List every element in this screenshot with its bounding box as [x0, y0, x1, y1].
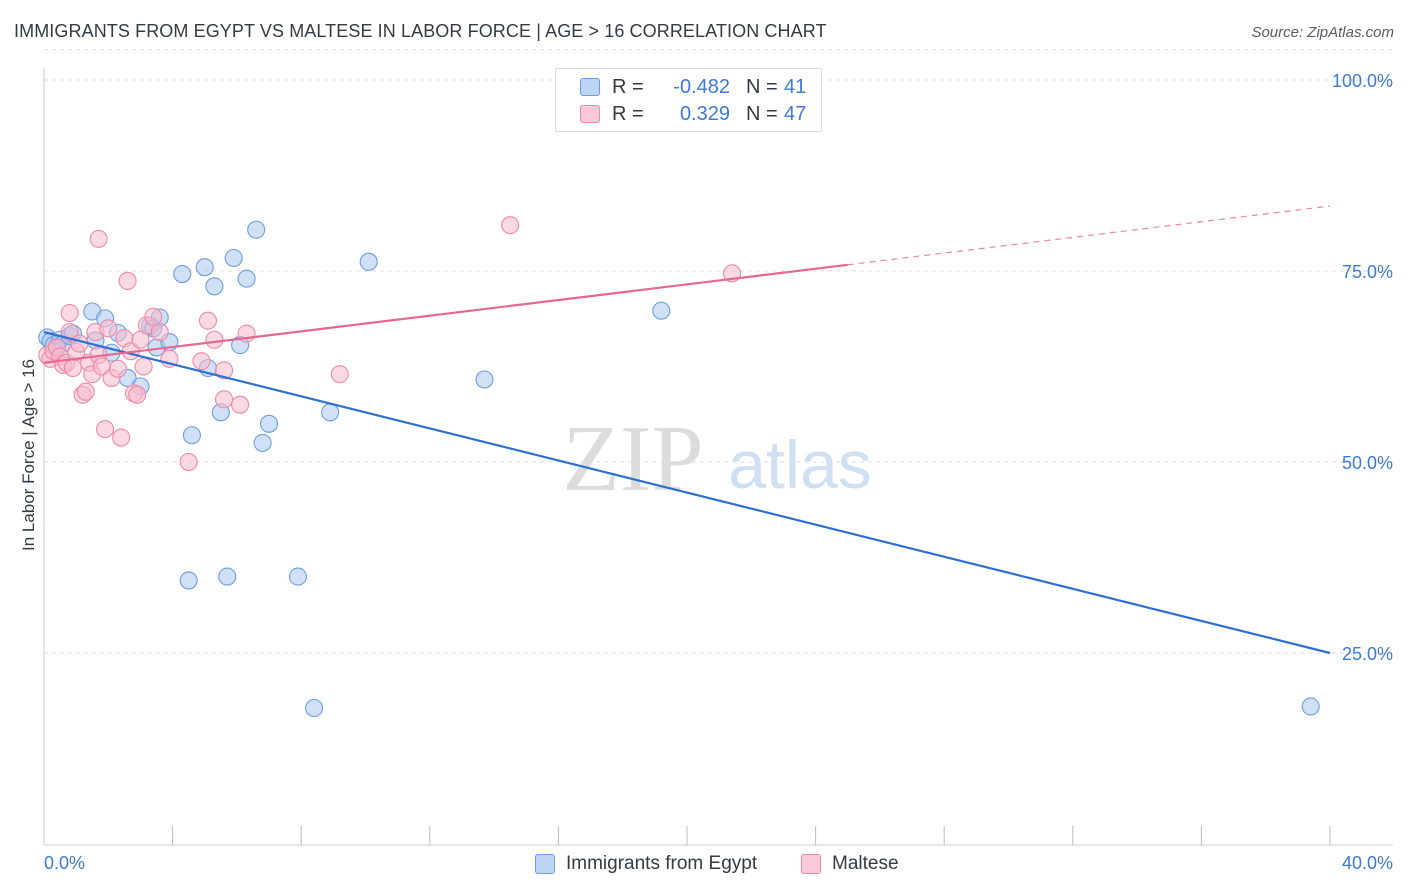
maltese-point	[144, 307, 163, 326]
maltese-point	[192, 352, 211, 371]
egypt-point	[1301, 697, 1320, 716]
legend-item-maltese[interactable]: Maltese	[801, 852, 899, 876]
egypt-point	[305, 698, 324, 718]
egypt-swatch	[580, 78, 600, 96]
maltese-point	[205, 330, 224, 349]
egypt-point	[182, 426, 201, 445]
egypt-point	[237, 269, 256, 288]
maltese-trend-line	[43, 263, 848, 364]
watermark-zip: ZIP	[563, 407, 704, 511]
egypt-point	[218, 567, 237, 586]
maltese-swatch	[580, 105, 600, 123]
legend-row-maltese: R = 0.329 N = 47	[580, 102, 806, 126]
egypt-point	[224, 248, 243, 268]
n-value: 47	[784, 102, 807, 125]
egypt-point	[359, 252, 378, 271]
maltese-point	[330, 365, 349, 384]
maltese-legend-label: Maltese	[832, 853, 899, 874]
egypt-point	[475, 370, 494, 389]
egypt-point	[652, 301, 671, 320]
egypt-point	[205, 277, 224, 296]
maltese-legend-swatch	[801, 854, 821, 874]
egypt-point	[321, 403, 340, 422]
maltese-point	[76, 382, 95, 401]
n-label: N =	[746, 75, 778, 98]
x-tick-label: 0.0%	[44, 853, 85, 873]
legend-item-egypt[interactable]: Immigrants from Egypt	[535, 852, 757, 876]
maltese-point	[108, 359, 127, 378]
egypt-point	[259, 414, 279, 433]
maltese-point	[112, 428, 131, 447]
egypt-legend-swatch	[535, 854, 555, 874]
watermark: ZIP atlas	[563, 407, 872, 511]
maltese-point	[128, 385, 147, 404]
egypt-point	[247, 220, 266, 239]
stats-legend: R = -0.482 N = 41 R = 0.329 N = 47	[555, 68, 822, 132]
egypt-point	[173, 265, 192, 284]
axis-layer	[43, 68, 1393, 846]
x-tick-label: 40.0%	[1342, 853, 1393, 873]
maltese-point	[99, 319, 118, 338]
maltese-point	[179, 452, 198, 472]
maltese-point	[118, 271, 137, 290]
egypt-point	[288, 567, 308, 586]
maltese-point	[89, 229, 108, 248]
egypt-point	[195, 258, 214, 277]
r-value: 0.329	[679, 102, 730, 125]
legend-row-egypt: R = -0.482 N = 41	[580, 75, 806, 99]
egypt-legend-label: Immigrants from Egypt	[566, 853, 758, 874]
n-label: N =	[746, 102, 778, 125]
r-value: -0.482	[673, 75, 730, 98]
maltese-point	[134, 357, 153, 376]
r-label: R =	[612, 102, 644, 125]
y-tick-label: 100.0%	[1332, 71, 1393, 91]
maltese-point	[150, 323, 169, 342]
r-label: R =	[612, 75, 644, 98]
y-tick-label: 50.0%	[1342, 453, 1393, 473]
maltese-point	[214, 361, 234, 380]
watermark-atlas: atlas	[728, 427, 872, 503]
egypt-point	[253, 433, 272, 452]
y-tick-label: 75.0%	[1342, 262, 1393, 282]
source-credit: Source: ZipAtlas.com	[1251, 24, 1394, 41]
maltese-point	[501, 216, 520, 235]
maltese-point	[96, 420, 115, 439]
trend-layer	[43, 205, 1331, 655]
n-value: 41	[784, 75, 807, 98]
maltese-trend-extension	[847, 205, 1331, 266]
egypt-point	[179, 571, 198, 590]
chart-title: IMMIGRANTS FROM EGYPT VS MALTESE IN LABO…	[14, 21, 827, 41]
y-tick-label: 25.0%	[1342, 644, 1393, 664]
egypt-trend-line	[43, 331, 1331, 655]
maltese-point	[70, 334, 89, 353]
tick-labels: 25.0% 50.0% 75.0% 100.0% 0.0% 40.0%	[44, 71, 1393, 873]
maltese-point	[214, 390, 234, 409]
maltese-point	[60, 303, 79, 323]
maltese-point	[198, 311, 218, 330]
maltese-point	[231, 395, 250, 414]
maltese-point	[63, 358, 82, 378]
